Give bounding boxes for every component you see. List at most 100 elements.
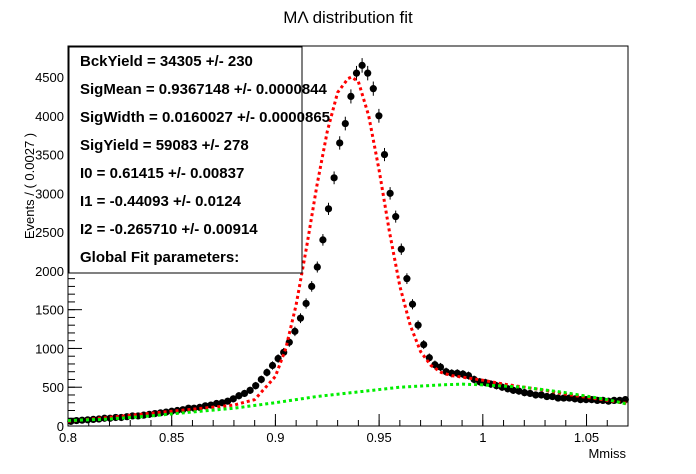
- data-point: [330, 171, 338, 185]
- data-point: [509, 386, 517, 394]
- data-point: [229, 395, 237, 403]
- data-point: [504, 385, 512, 393]
- data-point: [291, 326, 299, 337]
- params-line: SigYield = 59083 +/- 278: [80, 137, 249, 154]
- data-marker: [560, 394, 568, 402]
- data-point: [420, 340, 428, 350]
- data-point: [554, 394, 562, 402]
- y-tick-label: 1000: [35, 341, 64, 356]
- x-tick-label: 1.05: [574, 430, 599, 445]
- data-marker: [291, 327, 299, 335]
- data-point: [235, 392, 243, 400]
- data-point: [246, 386, 254, 394]
- data-marker: [263, 368, 271, 377]
- data-point: [352, 65, 361, 81]
- x-tick-label: 1: [479, 430, 486, 445]
- y-tick-label: 4500: [35, 70, 64, 85]
- data-point: [336, 136, 344, 150]
- data-marker: [554, 394, 562, 402]
- data-marker: [319, 236, 327, 244]
- params-line: I2 = -0.265710 +/- 0.00914: [80, 221, 258, 238]
- data-point: [296, 313, 305, 324]
- x-tick-label: 0.8: [59, 430, 77, 445]
- data-point: [520, 389, 529, 397]
- data-point: [313, 261, 321, 273]
- data-point: [308, 281, 316, 292]
- y-axis-label: Events / ( 0.0027 ): [22, 133, 37, 239]
- data-point: [403, 273, 411, 285]
- data-point: [414, 320, 422, 330]
- data-marker: [548, 392, 557, 401]
- data-point: [218, 399, 226, 407]
- y-tick-label: 4000: [35, 109, 64, 124]
- params-line: SigMean = 0.9367148 +/- 0.0000844: [80, 81, 327, 98]
- params-box: [68, 46, 303, 274]
- data-marker: [453, 369, 461, 377]
- data-point: [560, 394, 568, 402]
- plot-frame: [67, 45, 629, 427]
- data-point: [386, 187, 394, 200]
- data-point: [543, 392, 551, 401]
- data-marker: [621, 396, 629, 404]
- data-point: [341, 116, 349, 131]
- x-tick-label: 0.9: [266, 430, 284, 445]
- y-tick-label: 3500: [35, 148, 64, 163]
- data-point: [548, 392, 557, 401]
- data-point: [268, 361, 277, 370]
- data-marker: [240, 389, 249, 398]
- data-marker: [252, 382, 260, 390]
- data-point: [364, 65, 372, 81]
- data-marker: [296, 314, 305, 322]
- y-tick-label: 0: [57, 419, 64, 434]
- data-point: [431, 360, 439, 369]
- x-tick-label: 0.95: [366, 430, 391, 445]
- data-point: [397, 243, 405, 255]
- data-marker: [358, 61, 366, 69]
- data-marker: [308, 282, 316, 291]
- y-tick-label: 2000: [35, 264, 64, 279]
- params-line: Global Fit parameters:: [80, 249, 239, 266]
- axis-ticks: 0.8 0.85 0.9 0.95 1 1.05 0 500 1000 1500 2000 2500 3…: [35, 53, 629, 445]
- data-marker: [235, 392, 243, 400]
- data-point: [252, 381, 260, 390]
- data-point: [408, 299, 417, 310]
- data-point: [459, 370, 467, 379]
- data-point: [537, 391, 545, 399]
- x-tick-label: 0.85: [159, 430, 184, 445]
- data-marker: [386, 189, 394, 197]
- data-marker: [537, 391, 545, 399]
- x-axis-label: Mmiss: [588, 446, 626, 461]
- data-marker: [268, 361, 277, 370]
- data-marker: [375, 112, 383, 120]
- data-point: [380, 147, 389, 162]
- data-marker: [352, 69, 361, 77]
- data-point: [302, 298, 310, 309]
- data-marker: [408, 300, 417, 308]
- data-point: [319, 234, 327, 246]
- total-fit-curve: [67, 75, 629, 423]
- data-marker: [397, 245, 405, 253]
- data-point: [224, 397, 232, 405]
- data-point: [257, 375, 265, 384]
- data-marker: [246, 386, 254, 394]
- data-marker: [459, 370, 467, 378]
- background-fit-curve: [67, 382, 629, 423]
- data-marker: [302, 299, 310, 308]
- params-line: BckYield = 34305 +/- 230: [80, 53, 253, 70]
- params-line: I0 = 0.61415 +/- 0.00837: [80, 165, 244, 182]
- data-marker: [380, 150, 389, 159]
- data-marker: [532, 391, 540, 399]
- params-line: I1 = -0.44093 +/- 0.0124: [80, 193, 242, 210]
- data-marker: [347, 92, 355, 101]
- data-marker: [509, 386, 517, 394]
- data-point: [392, 210, 400, 223]
- data-point: [358, 58, 366, 73]
- data-marker: [392, 213, 400, 221]
- chart-title: MΛ distribution fit: [283, 8, 413, 27]
- params-line: SigWidth = 0.0160027 +/- 0.0000865: [80, 109, 330, 126]
- data-marker: [324, 205, 333, 213]
- params-legend: BckYield = 34305 +/- 230 SigMean = 0.9367…: [68, 46, 330, 274]
- data-marker: [431, 361, 439, 369]
- data-marker: [414, 321, 422, 329]
